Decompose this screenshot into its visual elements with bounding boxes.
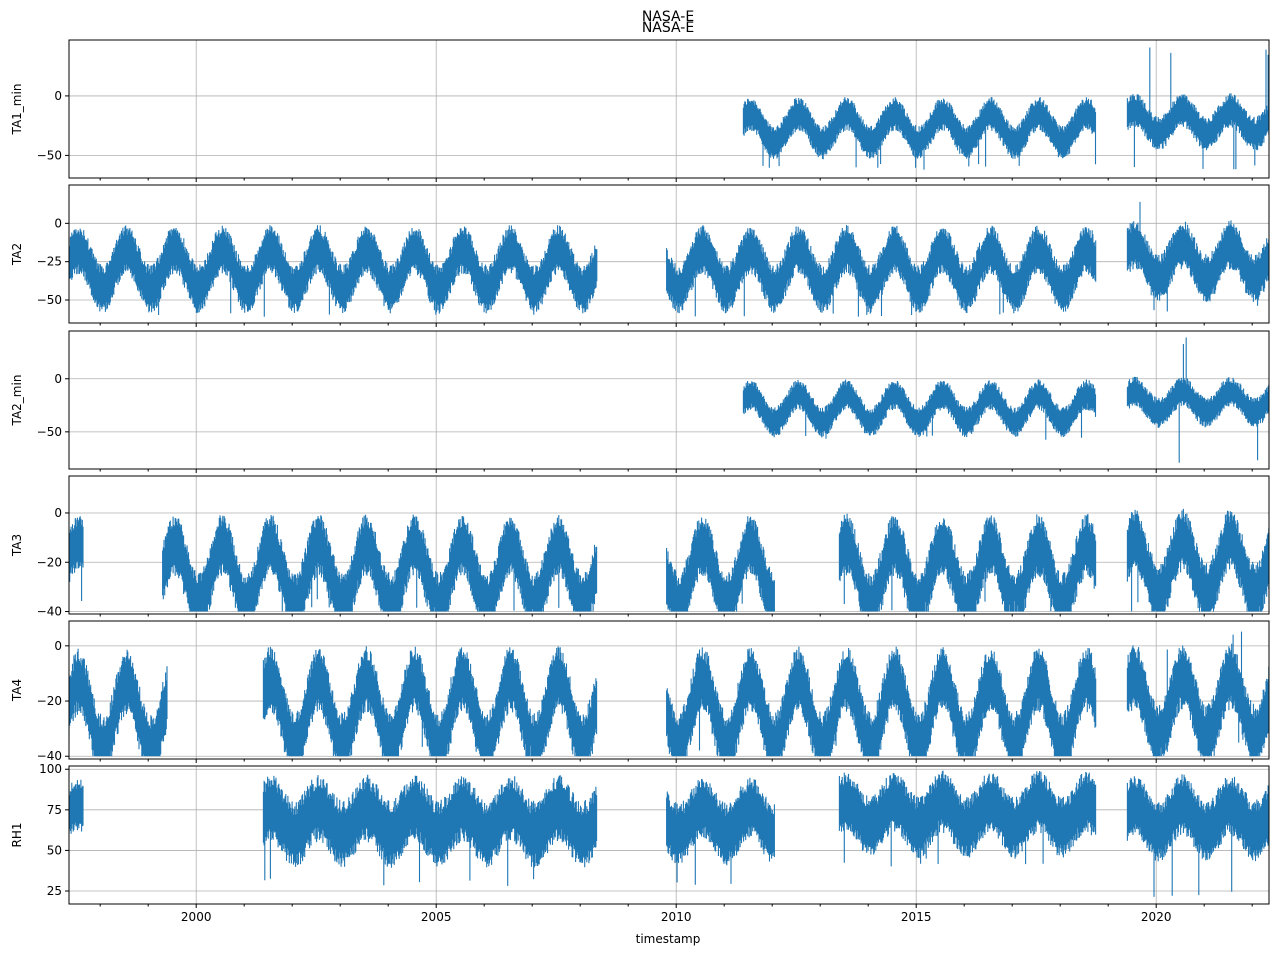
series-line-rh1-seg2	[666, 777, 775, 885]
subplot-ta3: 0 −20 −40 TA3	[10, 475, 1270, 619]
y-axis-label: TA2	[10, 243, 24, 266]
series-line-ta2-seg1	[666, 225, 1097, 317]
y-axis-label: TA3	[10, 534, 24, 557]
series-group	[742, 47, 1269, 170]
x-tick-label: 2015	[901, 910, 932, 924]
x-axis-label: timestamp	[636, 932, 701, 946]
y-tick-label: −40	[37, 605, 62, 619]
y-axis-label: TA4	[10, 679, 24, 702]
y-tick-label: −50	[37, 148, 62, 162]
subplot-ta2: 0 −25 −50 TA2	[10, 184, 1270, 327]
axes-frame	[68, 330, 1270, 470]
series-line-ta4-seg2	[666, 646, 1097, 757]
subplot-rh1: 100 75 50 25 RH1	[10, 762, 1270, 908]
axes-frame	[68, 39, 1270, 179]
y-tick-label: 0	[54, 89, 62, 103]
series-line-ta2-seg0	[69, 225, 598, 317]
axes-frame	[68, 475, 1270, 615]
y-tick-label: 0	[54, 372, 62, 386]
series-line-rh1-seg4	[1126, 774, 1269, 897]
y-tick-label: −20	[37, 694, 62, 708]
series-line-ta2-min-seg1	[1126, 337, 1269, 463]
subplot-ta4: 0 −20 −40 TA4	[10, 620, 1270, 763]
y-tick-label: 75	[47, 803, 62, 817]
series-group	[742, 337, 1269, 463]
subplot-ta2-min: 0 −50 TA2_min	[10, 330, 1270, 473]
axes-frame	[68, 620, 1270, 760]
series-line-ta3-seg3	[838, 513, 1097, 612]
y-tick-label: −40	[37, 749, 62, 763]
axes-frame	[68, 765, 1270, 905]
series-line-ta3-seg1	[162, 514, 598, 612]
y-tick-label: −20	[37, 555, 62, 569]
subplot-stack: 0 −50 TA1_min 0 −25 −50 TA2 0 −50 TA2_min 0 −20 −40 T…	[10, 39, 1270, 924]
y-tick-label: 0	[54, 639, 62, 653]
y-tick-label: 0	[54, 216, 62, 230]
series-line-rh1-seg0	[69, 779, 84, 834]
y-tick-label: 0	[54, 506, 62, 520]
axes-frame	[68, 184, 1270, 324]
series-line-ta3-seg0	[69, 516, 84, 601]
y-axis-label: TA1_min	[10, 84, 24, 136]
series-line-ta3-seg2	[666, 516, 775, 612]
series-group	[69, 631, 1269, 757]
subplot-ta1-min: 0 −50 TA1_min	[10, 39, 1270, 182]
y-tick-label: 50	[47, 843, 62, 857]
series-line-ta4-seg0	[69, 648, 168, 757]
y-tick-label: −25	[37, 255, 62, 269]
series-line-ta4-seg1	[262, 646, 598, 757]
figure-suptitle: NASA-E	[642, 9, 694, 25]
x-tick-label: 2005	[421, 910, 452, 924]
series-line-ta2-seg2	[1126, 201, 1269, 312]
series-line-ta2-min-seg0	[742, 379, 1097, 440]
x-tick-label: 2000	[181, 910, 212, 924]
series-line-rh1-seg1	[262, 774, 598, 886]
series-line-ta1-min-seg1	[1126, 47, 1269, 170]
series-group	[69, 508, 1269, 612]
y-tick-label: 25	[47, 884, 62, 898]
series-line-ta1-min-seg0	[742, 97, 1097, 170]
series-line-ta3-seg4	[1126, 508, 1269, 612]
y-tick-label: 100	[39, 762, 62, 776]
y-tick-label: −50	[37, 293, 62, 307]
series-line-rh1-seg3	[838, 770, 1097, 867]
series-group	[69, 201, 1269, 317]
y-axis-label: TA2_min	[10, 375, 24, 427]
x-tick-label: 2020	[1141, 910, 1172, 924]
figure-subtitle: NASA-E	[642, 20, 694, 36]
x-tick-label: 2010	[661, 910, 692, 924]
y-tick-label: −50	[37, 425, 62, 439]
y-axis-label: RH1	[10, 823, 24, 848]
series-line-ta4-seg3	[1126, 631, 1269, 757]
series-group	[69, 770, 1269, 897]
